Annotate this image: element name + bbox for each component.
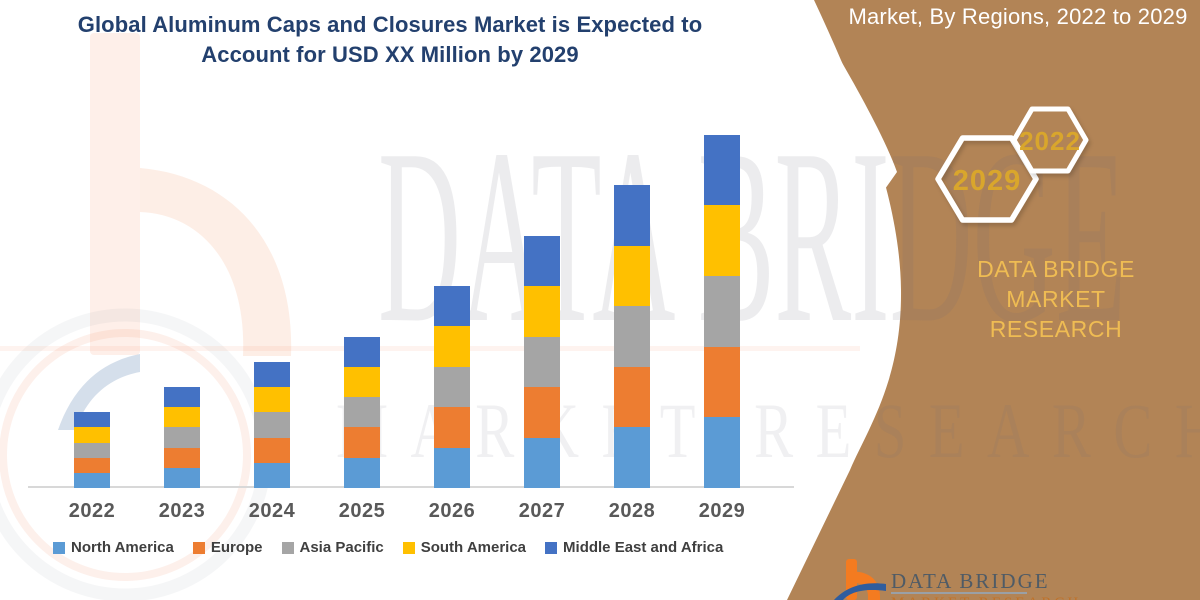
side-panel-white-slice bbox=[811, 24, 897, 189]
legend-swatch-icon bbox=[192, 541, 205, 554]
side-panel-shape bbox=[787, 0, 1200, 600]
bar-segment-2027-middle-east-and-africa bbox=[524, 235, 560, 286]
bar-segment-2025-north-america bbox=[344, 457, 380, 488]
logo-rule bbox=[891, 592, 1027, 594]
panel-brand-line1: DATA BRIDGE MARKET bbox=[977, 256, 1135, 312]
legend-swatch-icon bbox=[545, 541, 558, 554]
bar-segment-2025-asia-pacific bbox=[344, 397, 380, 428]
legend-label: Asia Pacific bbox=[299, 539, 384, 556]
legend-item-middle-east-and-africa: Middle East and Africa bbox=[545, 539, 723, 556]
chart-title: Global Aluminum Caps and Closures Market… bbox=[55, 10, 725, 70]
bar-segment-2023-asia-pacific bbox=[164, 427, 200, 448]
legend-swatch-icon bbox=[402, 541, 415, 554]
legend-item-asia-pacific: Asia Pacific bbox=[281, 539, 384, 556]
panel-title: Market, By Regions, 2022 to 2029 bbox=[848, 4, 1188, 29]
bar-segment-2026-middle-east-and-africa bbox=[434, 286, 470, 327]
plot-area: 2022 2023 2024 2025 2026 2027 2028 2029 bbox=[28, 134, 794, 522]
x-axis-label-2022: 2022 bbox=[68, 500, 116, 522]
bar-segment-2028-europe bbox=[614, 366, 650, 428]
bar-segment-2028-south-america bbox=[614, 245, 650, 307]
x-axis-label-2028: 2028 bbox=[608, 500, 656, 522]
bar-segment-2024-europe bbox=[254, 437, 290, 463]
legend-item-north-america: North America bbox=[53, 539, 174, 556]
bar-segment-2029-middle-east-and-africa bbox=[704, 134, 740, 206]
bar-segment-2029-asia-pacific bbox=[704, 275, 740, 347]
bar-segment-2022-asia-pacific bbox=[74, 442, 110, 458]
x-axis-label-2027: 2027 bbox=[518, 500, 566, 522]
bar-segment-2025-europe bbox=[344, 427, 380, 458]
bar-segment-2027-north-america bbox=[524, 437, 560, 488]
x-axis-label-2026: 2026 bbox=[428, 500, 476, 522]
bar-segment-2023-north-america bbox=[164, 467, 200, 488]
x-axis-label-2029: 2029 bbox=[698, 500, 746, 522]
legend-swatch-icon bbox=[53, 541, 65, 554]
bar-segment-2022-middle-east-and-africa bbox=[74, 412, 110, 428]
panel-brand-text: DATA BRIDGE MARKET RESEARCH bbox=[925, 254, 1187, 344]
legend: North America Europe Asia Pacific South Ame… bbox=[53, 539, 723, 556]
x-axis-label-2025: 2025 bbox=[338, 500, 386, 522]
bar-segment-2027-south-america bbox=[524, 286, 560, 337]
bar-segment-2026-europe bbox=[434, 407, 470, 448]
legend-label: Middle East and Africa bbox=[563, 539, 724, 556]
bar-segment-2024-asia-pacific bbox=[254, 412, 290, 438]
bar-segment-2026-asia-pacific bbox=[434, 366, 470, 408]
logo-text: DATA BRIDGE bbox=[891, 569, 1050, 593]
bar-segment-2026-south-america bbox=[434, 326, 470, 367]
bar-segment-2024-north-america bbox=[254, 462, 290, 488]
legend-label: South America bbox=[420, 539, 527, 556]
bar-segment-2029-north-america bbox=[704, 417, 740, 488]
legend-label: Europe bbox=[210, 539, 263, 556]
bar-segment-2025-south-america bbox=[344, 366, 380, 398]
bar-segment-2028-north-america bbox=[614, 427, 650, 488]
bar-segment-2022-south-america bbox=[74, 427, 110, 443]
chart-title-line1: Global Aluminum Caps and Closures Market… bbox=[77, 12, 703, 37]
bar-segment-2024-south-america bbox=[254, 387, 290, 413]
bar-segment-2022-europe bbox=[74, 457, 110, 473]
bar-segment-2029-europe bbox=[704, 346, 740, 418]
bar-segment-2027-europe bbox=[524, 387, 560, 438]
panel-brand-line2: RESEARCH bbox=[989, 316, 1123, 342]
bar-segment-2028-asia-pacific bbox=[614, 306, 650, 367]
x-axis-label-2023: 2023 bbox=[158, 500, 206, 522]
x-axis-line bbox=[28, 486, 794, 488]
bar-segment-2023-middle-east-and-africa bbox=[164, 387, 200, 408]
bar-segment-2027-asia-pacific bbox=[524, 336, 560, 387]
chart-title-line2: Account for USD XX Million by 2029 bbox=[201, 42, 579, 67]
bar-segment-2024-middle-east-and-africa bbox=[254, 361, 290, 387]
x-axis-label-2024: 2024 bbox=[248, 500, 296, 522]
bar-segment-2028-middle-east-and-africa bbox=[614, 185, 650, 246]
legend-swatch-icon bbox=[281, 541, 294, 554]
logo-subtext: MARKET RESEARCH bbox=[891, 595, 1081, 600]
bar-segment-2025-middle-east-and-africa bbox=[344, 336, 380, 367]
bar-segment-2026-north-america bbox=[434, 447, 470, 488]
legend-item-south-america: South America bbox=[402, 539, 527, 556]
bar-segment-2023-south-america bbox=[164, 407, 200, 428]
bar-segment-2029-south-america bbox=[704, 205, 740, 276]
bar-segment-2022-north-america bbox=[74, 472, 110, 488]
legend-label: North America bbox=[71, 539, 174, 556]
legend-item-europe: Europe bbox=[192, 539, 263, 556]
bar-segment-2023-europe bbox=[164, 447, 200, 468]
